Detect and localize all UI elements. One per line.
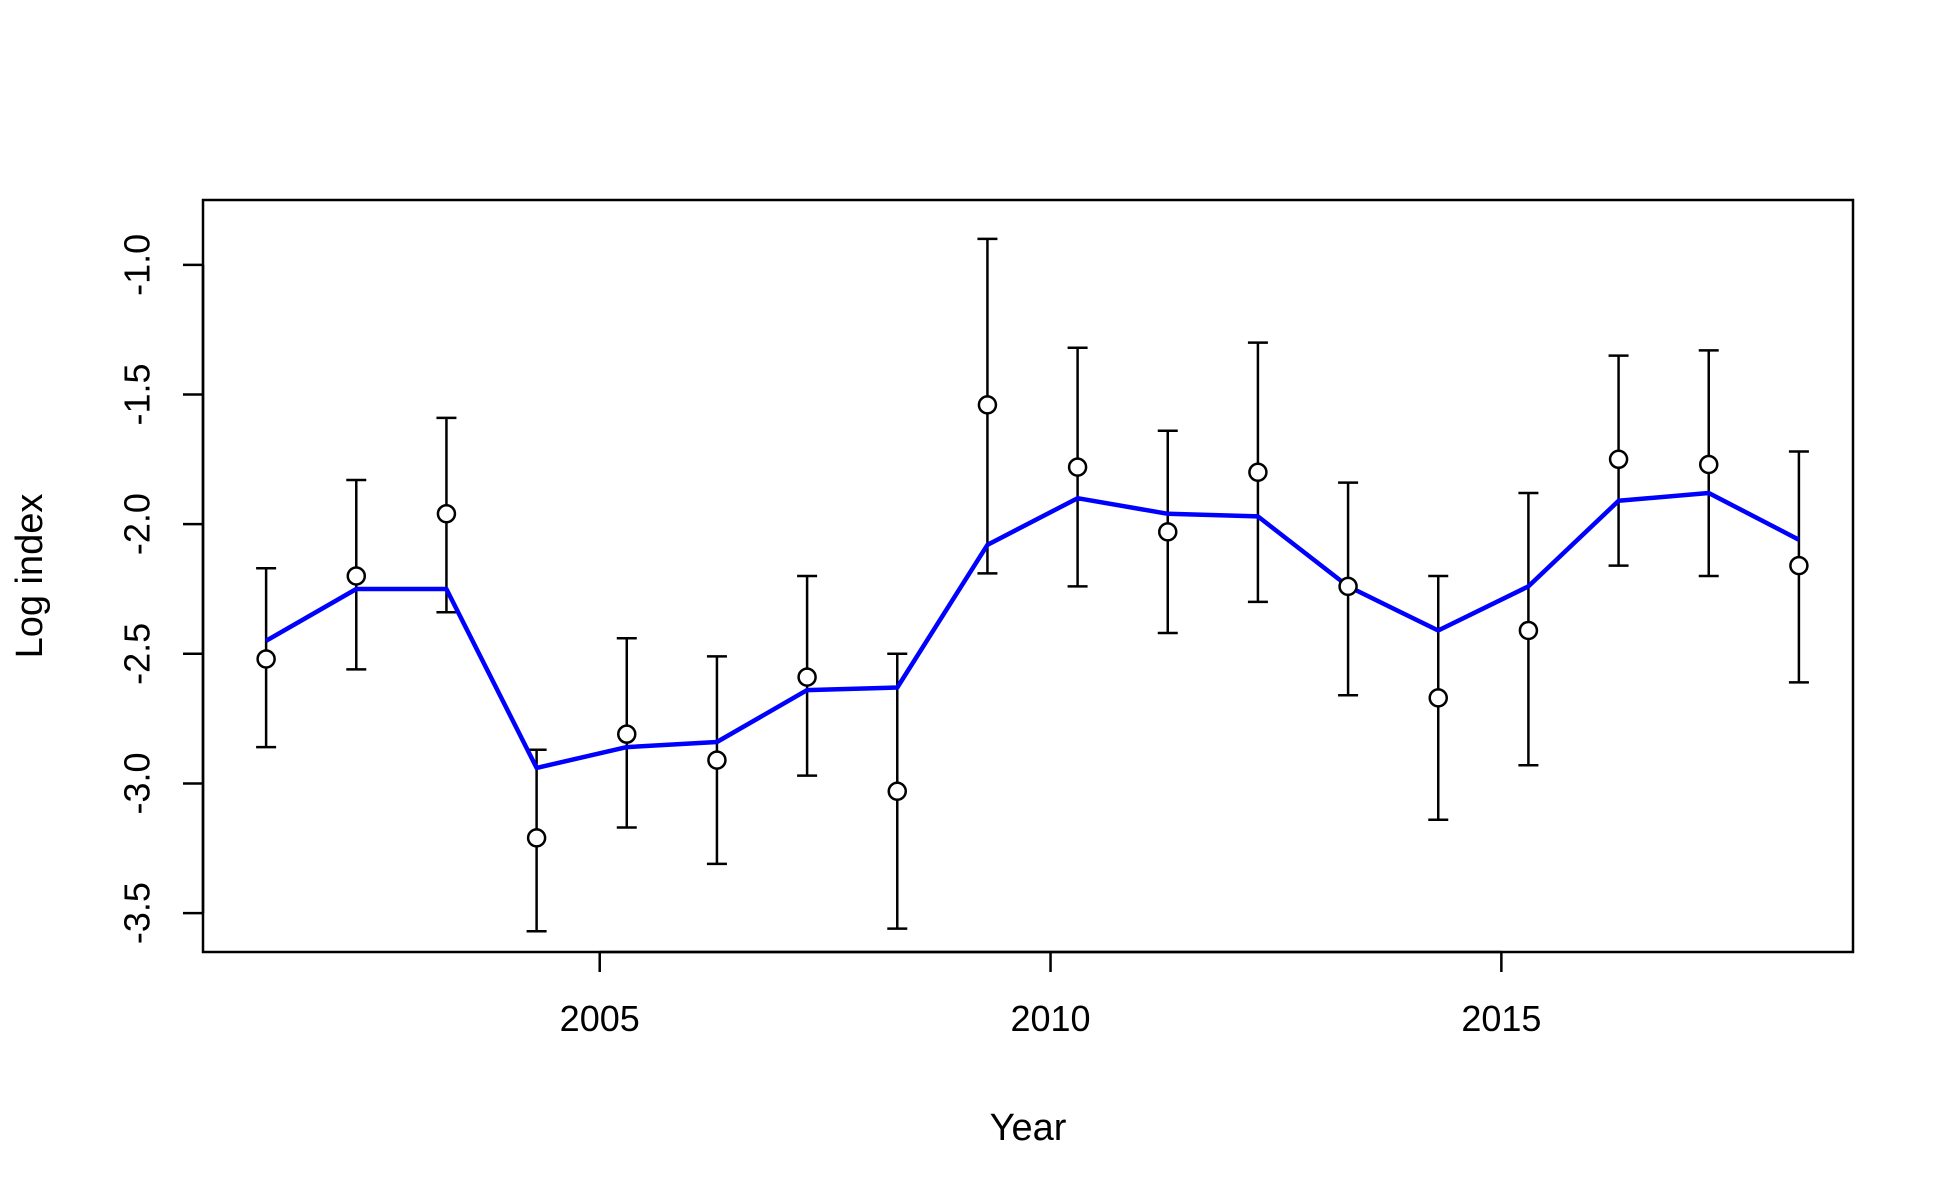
x-tick-label: 2015 xyxy=(1461,998,1541,1039)
y-tick-label: -1.5 xyxy=(117,363,158,425)
data-point xyxy=(1698,454,1719,475)
data-point xyxy=(977,395,998,415)
y-tick-label: -1.0 xyxy=(117,234,158,296)
x-axis: 2005 2010 2015 xyxy=(560,950,1541,1039)
data-point xyxy=(1248,462,1268,483)
observed-points xyxy=(256,395,1809,848)
data-point xyxy=(1338,576,1358,597)
data-point xyxy=(707,750,727,770)
data-point xyxy=(1428,688,1448,708)
x-tick-label: 2005 xyxy=(560,998,640,1039)
data-point xyxy=(1158,522,1178,542)
plot-frame xyxy=(201,198,1855,954)
x-axis-title: Year xyxy=(990,1107,1067,1149)
data-point xyxy=(1067,457,1088,477)
data-point xyxy=(797,667,817,687)
data-point xyxy=(526,828,547,848)
x-tick-label: 2010 xyxy=(1010,998,1090,1039)
y-tick-label: -3.0 xyxy=(117,752,158,814)
y-axis: -3.5 -3.0 -2.5 -2.0 -1.5 -1.0 xyxy=(117,234,205,944)
y-axis-title: Log index xyxy=(9,494,51,659)
data-point xyxy=(1789,555,1809,576)
error-bars xyxy=(256,237,1809,933)
data-point xyxy=(436,504,457,524)
data-point xyxy=(617,724,637,744)
data-point xyxy=(1608,449,1629,470)
y-tick-label: -2.5 xyxy=(117,623,158,685)
y-tick-label: -3.5 xyxy=(117,882,158,944)
fitted-line xyxy=(264,490,1800,771)
data-point xyxy=(256,649,276,669)
data-point xyxy=(346,566,367,586)
y-tick-label: -2.0 xyxy=(117,493,158,555)
data-point xyxy=(1518,620,1539,641)
data-point xyxy=(887,781,908,801)
